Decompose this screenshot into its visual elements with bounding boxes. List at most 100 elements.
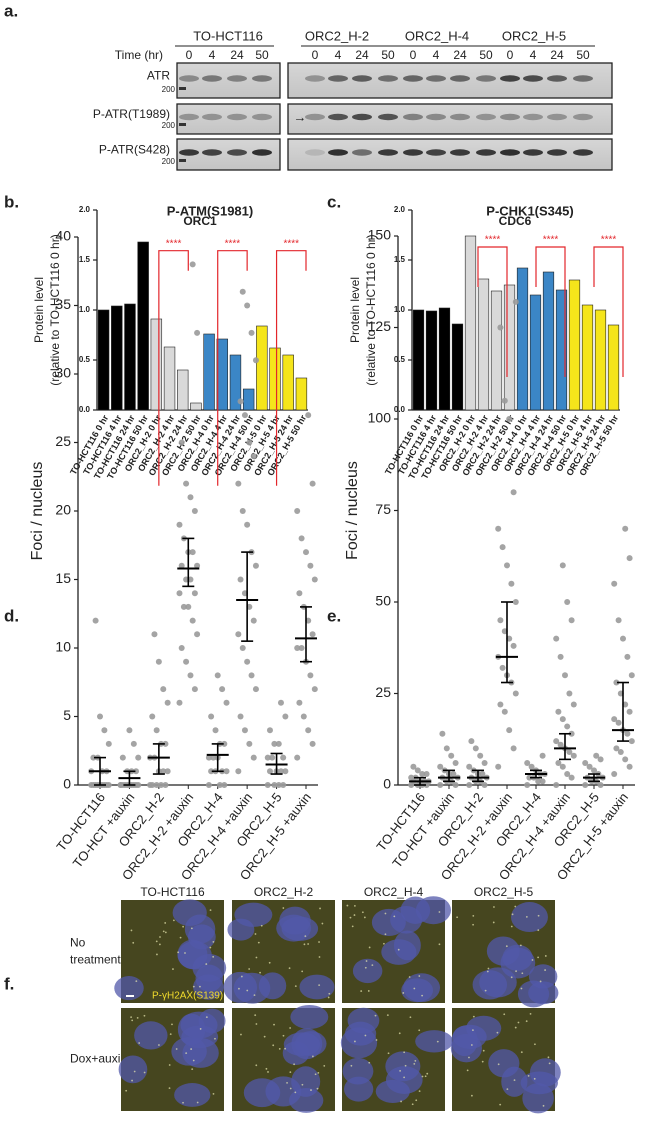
focus	[317, 1072, 320, 1074]
data-point	[153, 782, 160, 788]
data-point	[477, 752, 484, 759]
bar	[594, 309, 607, 411]
bar	[568, 279, 581, 411]
data-point	[244, 302, 251, 309]
data-point	[559, 562, 566, 569]
micrograph	[342, 896, 451, 1003]
data-point	[221, 740, 228, 747]
focus	[182, 925, 185, 928]
nucleus	[182, 1038, 219, 1068]
focus	[253, 994, 256, 996]
data-point	[178, 562, 185, 569]
y-tick-label: 50	[375, 593, 391, 609]
focus	[282, 1034, 285, 1037]
focus	[158, 943, 161, 946]
focus	[307, 943, 310, 945]
data-point	[294, 754, 301, 761]
focus	[125, 1089, 128, 1092]
focus	[301, 1083, 304, 1086]
focus	[472, 914, 475, 917]
band	[500, 149, 520, 156]
focus	[360, 990, 363, 992]
focus	[321, 922, 324, 925]
data-point	[501, 708, 508, 715]
data-point	[237, 576, 244, 583]
nucleus	[371, 908, 406, 937]
focus	[510, 976, 513, 979]
focus	[544, 969, 547, 971]
focus	[294, 985, 297, 988]
data-point	[300, 713, 307, 720]
focus	[346, 904, 349, 907]
y-tick-label: 5	[63, 707, 71, 723]
data-point	[239, 508, 246, 514]
focus	[537, 914, 540, 917]
focus	[196, 1101, 199, 1104]
nucleus	[198, 1008, 226, 1034]
focus	[354, 1040, 356, 1043]
focus	[209, 909, 212, 912]
bar	[137, 241, 149, 411]
data-point	[408, 774, 415, 781]
data-point	[252, 562, 259, 569]
band	[476, 75, 496, 82]
marker-label: 200	[162, 85, 176, 94]
data-point	[164, 699, 171, 706]
y-tick-label: 2.0	[394, 205, 406, 214]
focus	[135, 980, 138, 983]
focus	[286, 1081, 288, 1084]
y-tick-label: 15	[55, 570, 71, 586]
marker-label: 200	[162, 121, 176, 130]
chart-title: CDC6	[499, 214, 532, 228]
y-tick-label: 10	[55, 639, 71, 655]
data-point	[591, 767, 597, 774]
focus	[364, 966, 367, 969]
data-point	[264, 754, 271, 761]
y-tick-label: 25	[375, 684, 391, 700]
focus	[278, 1048, 281, 1050]
data-point	[250, 453, 257, 460]
focus	[496, 1031, 499, 1034]
focus	[138, 1042, 141, 1044]
data-point	[307, 562, 314, 569]
nucleus	[340, 1027, 378, 1059]
data-point	[628, 672, 635, 679]
focus	[289, 1071, 292, 1074]
focus	[387, 1052, 390, 1055]
focus	[182, 1101, 184, 1104]
data-point	[235, 480, 242, 487]
row-label: Dox+auxin	[70, 1052, 127, 1066]
data-point	[593, 752, 600, 759]
nucleus	[528, 981, 559, 1005]
bar	[529, 294, 542, 411]
data-point	[535, 778, 542, 785]
data-point	[472, 745, 479, 752]
focus	[131, 1019, 134, 1022]
focus	[386, 1014, 389, 1017]
data-point	[410, 763, 417, 770]
focus	[513, 1079, 516, 1082]
column-label: ORC2_H-5	[474, 885, 534, 899]
data-point	[528, 763, 535, 770]
significance-label: ****	[485, 235, 501, 246]
y-tick-label: 125	[368, 318, 392, 334]
data-point	[501, 397, 508, 404]
data-point	[553, 738, 560, 745]
focus	[184, 952, 186, 954]
bar	[464, 235, 477, 411]
data-point	[282, 768, 289, 775]
ladder-band	[179, 159, 186, 162]
nucleus	[415, 896, 451, 925]
column-label: TO-HCT116	[140, 885, 205, 899]
focus	[199, 985, 201, 988]
bar	[555, 289, 568, 411]
band	[352, 149, 372, 156]
focus	[159, 936, 161, 938]
blot-row-label: ATR	[147, 69, 170, 83]
data-point	[555, 760, 562, 767]
data-point	[419, 771, 426, 778]
focus	[384, 912, 387, 915]
ladder-band	[179, 123, 186, 126]
focus	[525, 1020, 528, 1023]
focus	[415, 1099, 418, 1102]
